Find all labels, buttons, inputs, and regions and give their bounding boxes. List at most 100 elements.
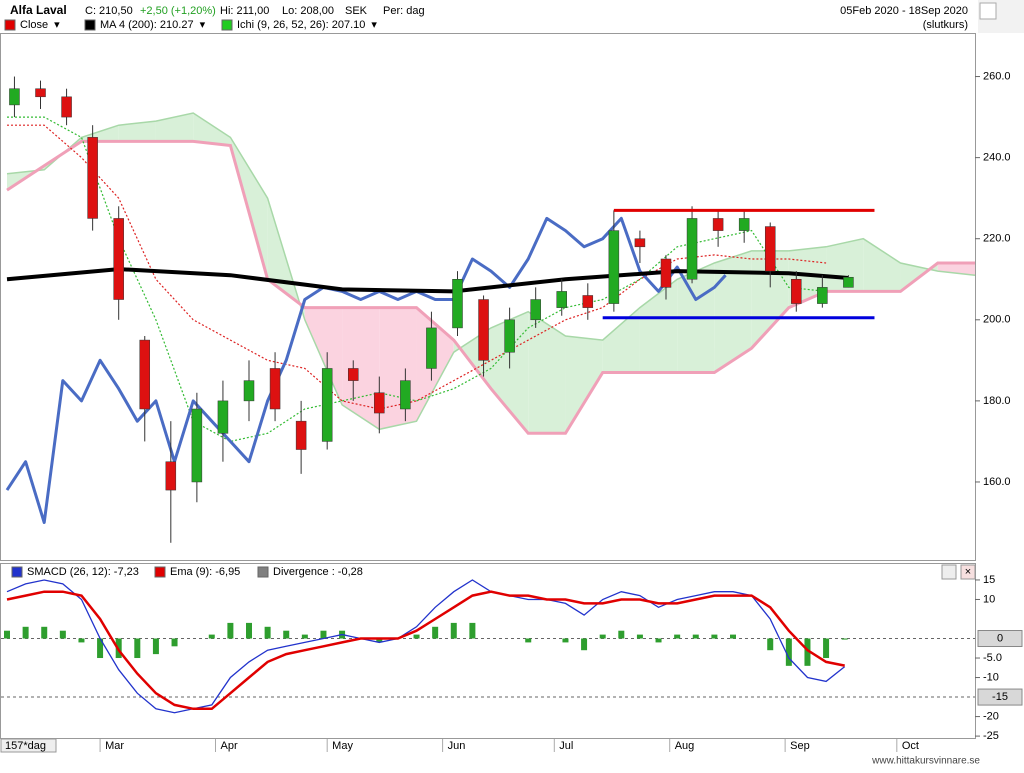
days-box bbox=[0, 738, 57, 753]
overlay-line bbox=[5, 216, 727, 524]
cloud-fill bbox=[491, 311, 529, 434]
candle-body bbox=[738, 218, 750, 231]
divergence-bar bbox=[246, 622, 252, 639]
candle-body bbox=[321, 368, 333, 442]
divergence-bar bbox=[450, 622, 457, 639]
y-tick-label: -20 bbox=[983, 710, 999, 722]
ref-label: 0 bbox=[997, 632, 1003, 644]
y-tick-label: 15 bbox=[983, 574, 995, 586]
divergence-bar bbox=[823, 638, 830, 659]
legend-divergence: Divergence : -0,28 bbox=[273, 566, 363, 578]
settings-button[interactable] bbox=[941, 564, 957, 580]
divergence-bar bbox=[134, 638, 141, 659]
candle-body bbox=[295, 420, 307, 450]
divergence-bar bbox=[283, 630, 290, 639]
divergence-bar bbox=[618, 630, 625, 639]
y-tick-label: 10 bbox=[983, 593, 995, 605]
date-range: 05Feb 2020 - 18Sep 2020 bbox=[840, 5, 968, 17]
senkou-a bbox=[6, 112, 976, 431]
ema-line bbox=[6, 590, 845, 711]
divergence-bar bbox=[301, 634, 308, 639]
dropdown-arrow[interactable]: ▾ bbox=[371, 19, 377, 31]
candle-body bbox=[791, 279, 802, 304]
divergence-bar bbox=[171, 638, 178, 647]
y-tick-label: 240.0 bbox=[983, 152, 1011, 164]
close-price: C: 210,50 bbox=[85, 5, 133, 17]
legend-ema-swatch bbox=[154, 566, 166, 578]
candle-body bbox=[347, 368, 359, 381]
close-icon: × bbox=[965, 566, 971, 578]
candle-body bbox=[217, 400, 229, 434]
x-tick-label: Jul bbox=[559, 740, 573, 752]
x-tick-label: Sep bbox=[790, 740, 810, 752]
legend-close: Close bbox=[20, 19, 48, 31]
x-tick-label: May bbox=[332, 740, 353, 752]
divergence-bar bbox=[320, 630, 327, 639]
cloud-fill bbox=[118, 121, 156, 142]
candle-body bbox=[556, 291, 567, 308]
divergence-bar bbox=[711, 634, 718, 639]
divergence-bar bbox=[655, 638, 662, 643]
divergence-bar bbox=[562, 638, 569, 643]
candle-body bbox=[817, 287, 828, 304]
legend-divergence-swatch bbox=[257, 566, 269, 578]
candle-body bbox=[35, 88, 46, 98]
divergence-bar bbox=[674, 634, 681, 639]
days-label: 157*dag bbox=[5, 740, 46, 752]
divergence-bar bbox=[841, 638, 848, 640]
candle-body bbox=[582, 295, 594, 308]
cloud-fill bbox=[751, 250, 789, 349]
candle-body bbox=[660, 258, 672, 288]
divergence-bar bbox=[4, 630, 10, 639]
divergence-bar bbox=[78, 638, 85, 643]
close-button[interactable] bbox=[960, 564, 976, 580]
y-tick-label: 180.0 bbox=[983, 395, 1011, 407]
divergence-bar bbox=[413, 634, 420, 639]
cloud-fill bbox=[565, 336, 603, 434]
candle-body bbox=[452, 279, 463, 329]
cloud-fill bbox=[863, 238, 901, 292]
legend-smacd-swatch bbox=[11, 566, 23, 578]
candle-body bbox=[686, 218, 698, 280]
legend-ichi-swatch bbox=[221, 19, 233, 31]
y-tick-label: 200.0 bbox=[983, 314, 1011, 326]
candle-body bbox=[139, 339, 151, 410]
y-tick-label: -25 bbox=[983, 730, 999, 742]
cloud-fill bbox=[639, 279, 678, 373]
candle-body bbox=[530, 299, 541, 321]
price-mode: (slutkurs) bbox=[923, 19, 968, 31]
dropdown-arrow[interactable]: ▾ bbox=[54, 19, 60, 31]
dropdown-arrow[interactable]: ▾ bbox=[200, 19, 206, 31]
y-tick-label: 260.0 bbox=[983, 70, 1011, 82]
x-tick-label: Oct bbox=[902, 740, 919, 752]
candle-body bbox=[634, 238, 646, 248]
y-tick-label: -5.0 bbox=[983, 652, 1002, 664]
cloud-fill bbox=[528, 311, 566, 434]
low: Lo: 208,00 bbox=[282, 5, 334, 17]
candle-body bbox=[478, 299, 489, 361]
candle-body bbox=[243, 380, 255, 402]
period: Per: dag bbox=[383, 5, 425, 17]
candle-body bbox=[608, 230, 620, 304]
footer: www.hittakursvinnare.se bbox=[871, 756, 980, 767]
candle-body bbox=[165, 461, 177, 491]
divergence-bar bbox=[636, 634, 643, 639]
divergence-bar bbox=[599, 634, 606, 639]
divergence-bar bbox=[730, 634, 736, 639]
price-frame bbox=[0, 33, 976, 561]
stock-title: Alfa Laval bbox=[10, 3, 67, 17]
cloud-fill bbox=[155, 113, 194, 142]
candle-body bbox=[400, 380, 411, 410]
currency: SEK bbox=[345, 5, 368, 17]
divergence-bar bbox=[227, 622, 234, 639]
candle-body bbox=[191, 408, 203, 483]
divergence-bar bbox=[785, 638, 792, 666]
divergence-bar bbox=[525, 638, 532, 643]
ref-label-box bbox=[977, 688, 1023, 706]
candle-body bbox=[374, 392, 385, 414]
divergence-bar bbox=[376, 638, 383, 643]
divergence-bar bbox=[469, 622, 476, 639]
legend-smacd: SMACD (26, 12): -7,23 bbox=[27, 566, 139, 578]
scroll-button[interactable] bbox=[979, 2, 997, 20]
